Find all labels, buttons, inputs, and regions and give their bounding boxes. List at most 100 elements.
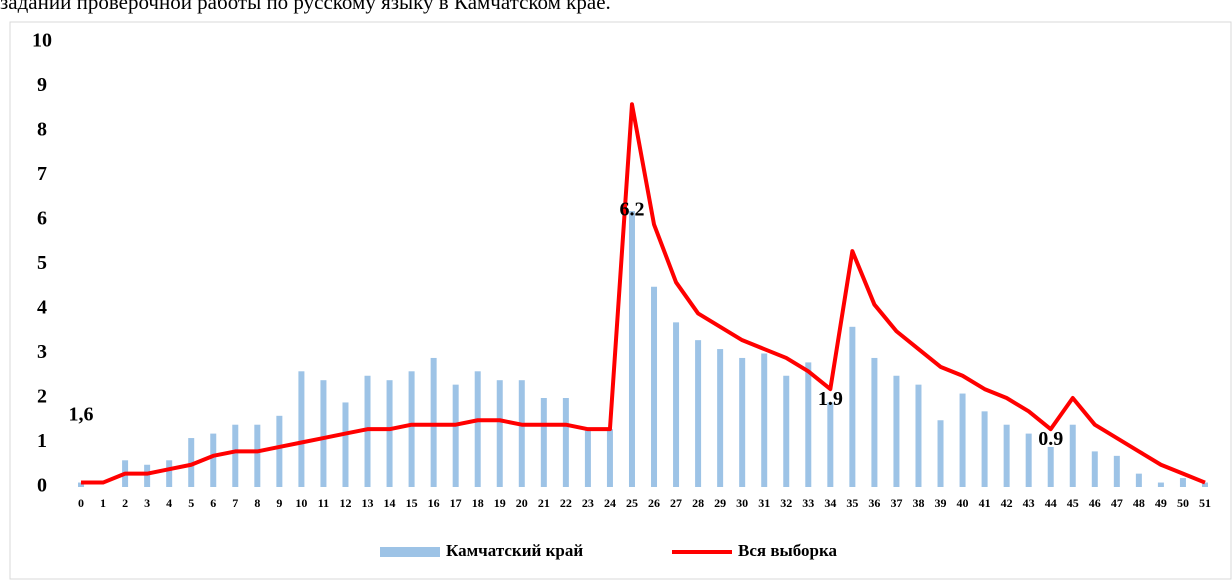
y-tick-label: 0 [37,475,47,497]
bar [166,460,173,487]
x-tick-label: 6 [210,496,216,510]
y-tick-label: 3 [37,341,47,363]
x-tick-label: 27 [670,496,682,510]
x-tick-label: 15 [406,496,418,510]
bar [739,357,746,487]
y-tick-label: 9 [37,74,47,96]
bar [78,482,85,487]
bar [651,286,658,487]
bar [298,371,305,487]
annotation: 1.9 [818,388,843,410]
x-tick-label: 34 [824,496,836,510]
x-tick-label: 12 [339,496,351,510]
bar [1091,451,1098,487]
line [81,102,1206,485]
bar [1135,473,1142,487]
x-tick-label: 30 [736,496,748,510]
x-tick-label: 1 [100,496,106,510]
x-tick-label: 3 [144,496,150,510]
x-tick-label: 23 [582,496,594,510]
x-tick-label: 31 [758,496,770,510]
x-tick-label: 5 [188,496,194,510]
bar [1025,433,1032,487]
bar [981,411,988,487]
bar [452,384,459,487]
bar [1047,446,1054,487]
legend-label: Камчатский край [446,541,583,560]
x-tick-label: 32 [780,496,792,510]
bar [695,340,702,487]
bar [540,398,547,487]
bar [430,357,437,487]
x-tick-label: 35 [846,496,858,510]
x-tick-label: 14 [384,496,396,510]
bar [188,438,195,487]
bar [827,402,834,487]
chart-frame [9,21,1232,580]
bar [915,384,922,487]
bar [232,424,239,487]
x-tick-label: 16 [428,496,440,510]
y-tick-label: 8 [37,119,47,141]
x-tick-label: 46 [1089,496,1101,510]
bar [342,402,349,487]
x-tick-label: 11 [318,496,329,510]
x-tick-label: 24 [604,496,616,510]
bar [893,375,900,487]
x-tick-label: 9 [276,496,282,510]
x-tick-label: 33 [802,496,814,510]
bar [386,380,393,487]
bar [1201,482,1208,487]
y-tick-label: 5 [37,252,47,274]
bar [276,415,283,487]
x-tick-label: 22 [560,496,572,510]
bar [1069,424,1076,487]
bar [364,375,371,487]
bar [144,464,151,487]
y-tick-label: 7 [37,163,47,185]
x-tick-label: 4 [166,496,172,510]
x-tick-label: 0 [78,496,84,510]
y-tick-label: 2 [37,386,47,408]
annotation: 6.2 [619,199,644,221]
annotation: 0.9 [1038,428,1063,450]
x-tick-label: 21 [538,496,550,510]
bar [783,375,790,487]
bar [254,424,261,487]
x-tick-label: 37 [890,496,902,510]
bar [562,398,569,487]
x-tick-label: 18 [472,496,484,510]
x-tick-label: 25 [626,496,638,510]
y-tick-label: 6 [37,208,47,230]
x-tick-label: 48 [1133,496,1145,510]
x-tick-label: 26 [648,496,660,510]
bar [717,349,724,487]
x-tick-label: 44 [1045,496,1057,510]
bar [761,353,768,487]
bar [210,433,217,487]
bar [584,429,591,487]
bar [1113,455,1120,487]
bar [1003,424,1010,487]
y-tick-label: 1 [37,430,47,452]
bar [518,380,525,487]
bar [408,371,415,487]
y-tick-label: 10 [32,30,52,52]
bar [606,429,613,487]
x-tick-label: 38 [912,496,924,510]
x-tick-label: 13 [362,496,374,510]
x-tick-label: 42 [1001,496,1013,510]
x-tick-label: 7 [232,496,238,510]
bar [959,393,966,487]
x-tick-label: 36 [868,496,880,510]
bar [474,371,481,487]
x-tick-label: 41 [979,496,991,510]
x-tick-label: 19 [494,496,506,510]
bar [937,420,944,487]
legend-swatch [380,547,440,557]
bar [496,380,503,487]
bar [849,326,856,487]
annotation: 1,6 [69,403,94,425]
x-tick-label: 10 [295,496,307,510]
